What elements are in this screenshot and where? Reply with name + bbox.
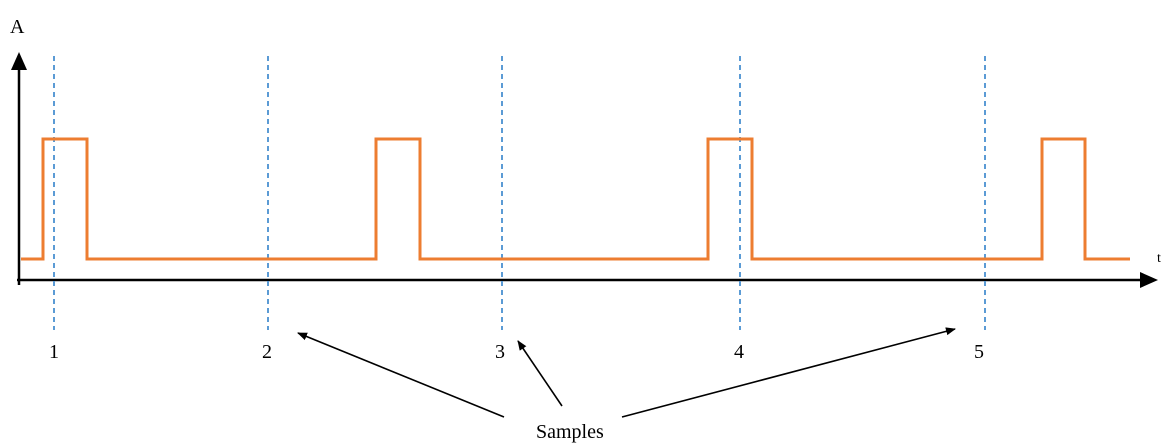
sample-label-5: 5	[974, 341, 984, 363]
samples-caption: Samples	[536, 421, 604, 443]
pointer-arrow-sample-2	[297, 332, 505, 418]
y-axis-label: A	[10, 16, 25, 38]
pulse-waveform	[21, 137, 1130, 261]
x-axis-label: t	[1157, 251, 1161, 266]
sample-label-1: 1	[49, 341, 59, 363]
pointer-arrow-sample-5	[621, 327, 956, 418]
pointer-arrow-sample-3	[517, 340, 563, 407]
sample-lines	[53, 56, 986, 330]
y-axis-arrow-icon	[11, 52, 27, 70]
x-axis-arrow-icon	[1140, 272, 1158, 288]
sample-label-3: 3	[495, 341, 505, 363]
sample-label-4: 4	[734, 341, 744, 363]
sample-label-2: 2	[262, 341, 272, 363]
